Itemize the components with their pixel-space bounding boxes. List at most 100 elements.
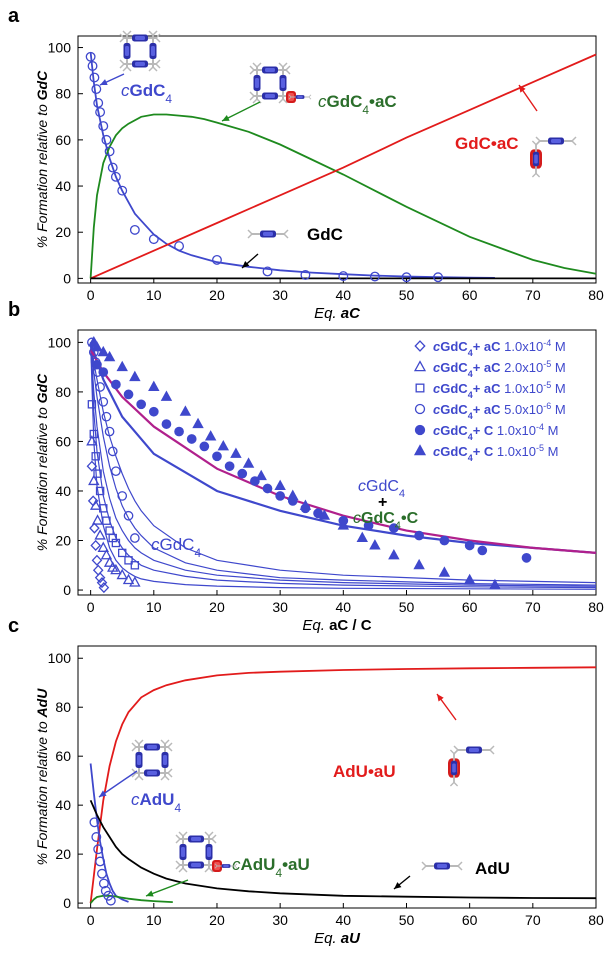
- data-point: [93, 97, 104, 108]
- data-point: [464, 540, 475, 551]
- data-point: [89, 522, 100, 534]
- x-tick-label: 80: [588, 912, 604, 928]
- data-point: [89, 429, 99, 439]
- label-aduau: AdU•aU: [333, 762, 396, 781]
- data-point: [255, 469, 267, 481]
- legend-entry: cGdC4+ C 1.0x10-5 M: [433, 443, 558, 463]
- data-point: [148, 380, 160, 391]
- arrow-aduau-head: [437, 694, 444, 702]
- fit-curve-4: [90, 342, 597, 584]
- x-tick-label: 20: [209, 912, 225, 928]
- data-point: [104, 146, 115, 157]
- data-point: [174, 241, 185, 252]
- arrow-adu-head: [394, 882, 402, 889]
- x-tick-label: 50: [399, 912, 415, 928]
- x-tick-label: 30: [272, 599, 288, 615]
- data-point: [95, 382, 105, 392]
- plot-frame: [77, 329, 597, 596]
- legend-entry: cGdC4+ aC 5.0x10-6 M: [433, 401, 566, 421]
- legend-marker: [414, 424, 426, 436]
- data-point: [97, 868, 107, 879]
- data-point: [104, 426, 115, 437]
- y-tick-label: 20: [55, 533, 71, 549]
- data-point: [413, 558, 425, 570]
- data-point: [477, 545, 488, 556]
- label-gdc: GdC: [307, 225, 343, 244]
- data-point: [91, 832, 102, 842]
- arrow-cgdc4-head: [100, 79, 108, 85]
- data-point: [174, 426, 184, 437]
- data-point: [91, 514, 104, 525]
- data-point: [148, 406, 159, 417]
- data-point: [91, 452, 100, 461]
- data-point: [100, 548, 113, 560]
- data-point: [111, 466, 121, 477]
- data-point: [287, 489, 299, 500]
- series-line-2: [90, 53, 597, 280]
- arrow-cadu4au: [145, 879, 189, 897]
- y-tick-label: 20: [55, 224, 71, 240]
- data-point: [356, 531, 368, 543]
- data-point: [129, 576, 141, 587]
- data-point: [94, 572, 106, 584]
- data-point: [91, 340, 103, 352]
- data-point: [161, 419, 172, 429]
- data-point: [98, 878, 109, 889]
- data-point: [111, 379, 121, 390]
- data-point: [192, 417, 204, 429]
- y-tick-label: 80: [55, 86, 71, 102]
- y-axis-label: % Formation relative to GdC: [34, 70, 50, 248]
- data-point: [95, 856, 106, 867]
- arrow-gdc-head: [242, 260, 250, 268]
- data-point: [439, 535, 450, 546]
- data-point: [93, 844, 104, 855]
- legend-marker: [415, 383, 425, 393]
- x-tick-label: 0: [87, 912, 95, 928]
- data-point: [123, 389, 134, 400]
- y-tick-label: 100: [48, 40, 72, 56]
- data-point: [105, 895, 116, 906]
- data-point: [217, 440, 230, 451]
- data-point: [86, 435, 98, 446]
- data-point: [438, 566, 451, 577]
- label-cgdc4c: cGdC4•C: [353, 510, 419, 532]
- legend-entry: cGdC4+ aC 2.0x10-5 M: [433, 359, 566, 379]
- data-point: [136, 399, 147, 410]
- y-tick-label: 40: [55, 483, 71, 499]
- data-point: [318, 509, 331, 520]
- data-point: [107, 446, 118, 457]
- x-axis-label: Eq. aC: [314, 305, 361, 322]
- data-point: [388, 548, 400, 560]
- series-line-0: [89, 666, 597, 904]
- x-tick-label: 20: [209, 287, 225, 303]
- panel-a: a 0 10 20 30 40 50 60 70 80 0 20 40 60 80 100 Eq. aC % Fo…: [8, 5, 604, 322]
- data-point: [87, 400, 97, 409]
- series-line-1: [89, 113, 597, 279]
- panel-label-b: b: [8, 299, 20, 321]
- x-tick-label: 80: [588, 287, 604, 303]
- data-point: [338, 271, 349, 282]
- legend-marker: [413, 360, 427, 372]
- series-line-3: [89, 799, 597, 900]
- legend-entry: cGdC4+ aC 1.0x10-5 M: [433, 380, 566, 400]
- fit-curve-2: [90, 342, 597, 587]
- x-tick-label: 20: [209, 599, 225, 615]
- x-tick-label: 60: [462, 912, 478, 928]
- data-point: [124, 556, 133, 565]
- data-point: [95, 486, 105, 496]
- y-tick-label: 80: [55, 384, 71, 400]
- panel-b: b 0 10 20 30 40 50 60 70 80 0 20 40 60 80 100 Eq. aC / C…: [8, 299, 604, 634]
- legend-entry: cGdC4+ aC 1.0x10-4 M: [433, 338, 566, 358]
- x-tick-label: 10: [146, 599, 162, 615]
- x-tick-label: 0: [87, 287, 95, 303]
- data-point: [98, 121, 109, 131]
- data-point: [110, 563, 122, 575]
- y-tick-label: 100: [48, 334, 72, 350]
- data-point: [86, 460, 98, 472]
- label-cgdc4-b: cGdC4: [151, 535, 201, 560]
- y-tick-label: 20: [55, 846, 71, 862]
- data-point: [129, 224, 140, 235]
- x-tick-label: 40: [336, 287, 352, 303]
- label-adu: AdU: [475, 859, 510, 878]
